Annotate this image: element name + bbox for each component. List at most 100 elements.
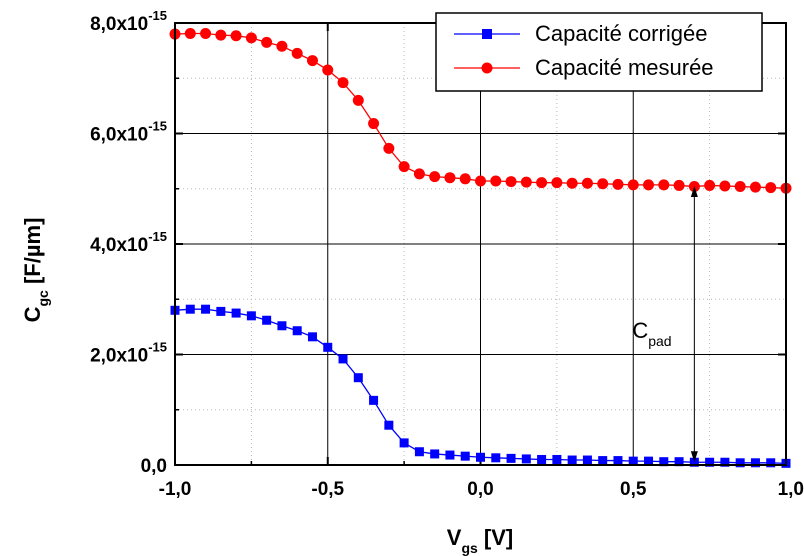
- cpad-arrowhead-bottom: [690, 451, 698, 463]
- data-point: [505, 176, 517, 188]
- y-tick-label-base: 0,0: [141, 456, 167, 477]
- data-point: [307, 332, 317, 342]
- data-point: [430, 449, 440, 459]
- x-tick-label: -1,0: [159, 479, 192, 500]
- y-tick-label-base: 8,0x10: [90, 14, 148, 35]
- data-point: [200, 27, 212, 39]
- data-point: [720, 457, 730, 467]
- data-point: [322, 64, 334, 76]
- y-tick-label: 4,0x10-15: [90, 229, 167, 256]
- cpad-label-main: C: [632, 318, 648, 343]
- data-point: [245, 32, 257, 44]
- legend-marker-mesuree: [481, 62, 493, 74]
- data-point: [277, 321, 287, 331]
- x-tick-label: 0,0: [467, 479, 493, 500]
- data-point: [521, 454, 531, 464]
- data-point: [567, 455, 577, 465]
- y-tick-label-exp: -15: [148, 340, 167, 355]
- data-point: [705, 457, 715, 467]
- legend-box: [435, 12, 763, 92]
- legend-label-corrigee: Capacité corrigée: [535, 21, 707, 46]
- data-point: [460, 451, 470, 461]
- data-point: [184, 27, 196, 39]
- data-point: [750, 458, 760, 468]
- data-point: [597, 178, 609, 190]
- data-point: [459, 173, 471, 185]
- data-point: [261, 36, 273, 48]
- data-point: [551, 177, 563, 189]
- y-axis-title-sub: gc: [35, 290, 51, 307]
- x-axis-title-sub: gs: [461, 540, 478, 556]
- data-point: [673, 179, 685, 191]
- y-tick-label-base: 6,0x10: [90, 125, 148, 146]
- data-point: [398, 161, 410, 173]
- data-point: [628, 456, 638, 466]
- data-point: [536, 177, 548, 189]
- y-tick-label: 8,0x10-15: [90, 8, 167, 35]
- y-tick-label-exp: -15: [148, 8, 167, 23]
- y-tick-label: 6,0x10-15: [90, 119, 167, 146]
- data-point: [262, 315, 272, 325]
- x-tick-label: -0,5: [311, 479, 344, 500]
- data-point: [384, 420, 394, 430]
- data-point: [735, 458, 745, 468]
- data-point: [246, 311, 256, 321]
- data-point: [704, 179, 716, 191]
- legend: Capacité corrigée Capacité mesurée: [435, 12, 763, 92]
- data-point: [612, 178, 624, 190]
- y-tick-label: 0,0: [141, 456, 167, 477]
- cpad-label-sub: pad: [648, 333, 671, 349]
- y-axis-title-unit: [F/µm]: [20, 218, 45, 291]
- data-point: [216, 306, 226, 316]
- data-point: [413, 168, 425, 180]
- data-point: [581, 177, 593, 189]
- data-point: [352, 94, 364, 106]
- x-axis-ticks: -1,0 -0,5 0,0 0,5 1,0: [159, 23, 804, 500]
- data-point: [383, 142, 395, 154]
- data-point: [491, 453, 501, 463]
- data-point: [674, 457, 684, 467]
- legend-label-mesuree: Capacité mesurée: [535, 55, 714, 80]
- data-point: [566, 177, 578, 189]
- x-axis-title-unit: [V]: [478, 525, 513, 550]
- grid-lines: [175, 23, 786, 465]
- data-point: [215, 29, 227, 41]
- data-point: [306, 55, 318, 67]
- y-tick-label-base: 2,0x10: [90, 346, 148, 367]
- data-point: [582, 455, 592, 465]
- data-point: [185, 304, 195, 314]
- data-point: [734, 181, 746, 193]
- data-point: [598, 456, 608, 466]
- y-tick-label-base: 4,0x10: [90, 235, 148, 256]
- annotation-layer: Cpad: [632, 185, 698, 463]
- data-point: [490, 175, 502, 187]
- data-point: [749, 181, 761, 193]
- data-point: [230, 30, 242, 42]
- x-tick-label: 0,5: [620, 479, 647, 500]
- data-point: [766, 458, 776, 468]
- data-point: [475, 175, 486, 187]
- data-point: [644, 456, 654, 466]
- data-point: [476, 452, 485, 462]
- data-point: [658, 179, 670, 191]
- data-point: [627, 179, 639, 191]
- y-axis-title-main: C: [20, 306, 45, 322]
- data-point: [506, 453, 516, 463]
- x-tick-label: 1,0: [778, 479, 804, 500]
- data-point: [201, 304, 211, 314]
- data-point: [353, 373, 363, 383]
- data-point: [429, 171, 441, 183]
- data-point: [414, 447, 424, 457]
- y-axis-title: Cgc [F/µm]: [20, 218, 51, 323]
- data-point: [291, 47, 303, 59]
- y-tick-label-exp: -15: [148, 119, 167, 134]
- data-point: [292, 326, 302, 336]
- data-point: [520, 176, 532, 188]
- x-axis-title: Vgs [V]: [447, 525, 513, 556]
- data-point: [231, 308, 241, 318]
- y-tick-label: 2,0x10-15: [90, 340, 167, 367]
- series-layer: [169, 27, 792, 468]
- cpad-label: Cpad: [632, 318, 671, 349]
- data-point: [613, 456, 623, 466]
